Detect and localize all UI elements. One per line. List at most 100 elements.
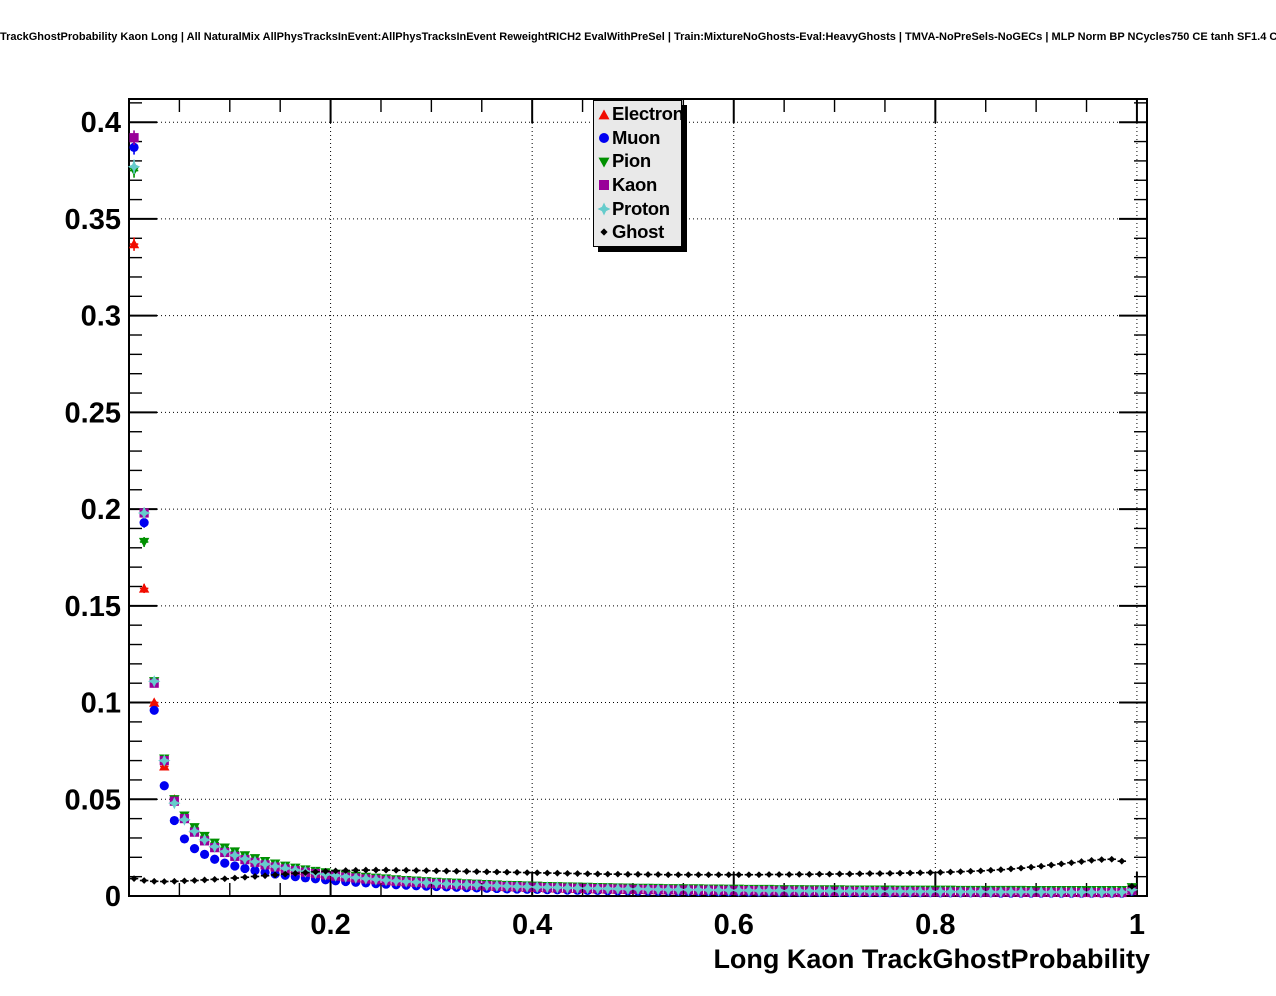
data-point-marker (189, 844, 200, 854)
data-point-marker (531, 880, 544, 894)
data-point-marker (372, 866, 380, 874)
data-point-marker (853, 884, 866, 898)
data-point-marker (782, 884, 796, 897)
data-point-marker (433, 867, 440, 875)
data-point-marker (553, 869, 561, 877)
data-point-marker (369, 873, 383, 886)
legend-label: Muon (612, 126, 661, 148)
data-point-marker (745, 871, 753, 879)
data-point-marker (422, 867, 430, 875)
data-point-marker (571, 881, 584, 895)
data-point-marker (513, 868, 521, 876)
data-point-marker (631, 882, 645, 896)
data-point-marker (924, 885, 937, 898)
data-point-marker (1095, 885, 1108, 899)
data-point-marker (533, 869, 541, 877)
data-point-marker (139, 518, 149, 528)
data-point-marker (541, 881, 554, 894)
data-point-marker (281, 870, 289, 878)
data-point-marker (220, 858, 230, 868)
data-point-marker (463, 868, 471, 875)
data-point-marker (725, 871, 733, 879)
axis-ticks (129, 99, 1147, 896)
data-point-marker (836, 870, 843, 878)
data-point-marker (914, 885, 927, 898)
data-point-marker (160, 878, 168, 885)
data-point-marker (238, 852, 252, 866)
data-point-marker (159, 781, 169, 791)
data-point-marker (322, 867, 329, 875)
data-point-marker (742, 884, 756, 897)
data-point-marker (795, 870, 803, 878)
y-tick-label: 0.05 (65, 784, 121, 816)
data-point-marker (1105, 885, 1118, 899)
x-tick-label: 0.6 (714, 909, 754, 941)
legend-label: Ghost (612, 221, 664, 243)
data-point-marker (702, 883, 715, 897)
data-point-marker (805, 870, 813, 878)
data-point-marker (342, 867, 350, 874)
data-point-marker (1014, 885, 1028, 899)
electron-triangle-up-icon (598, 109, 610, 119)
data-point-marker (352, 866, 360, 874)
ghost-diamond-icon (600, 228, 608, 236)
data-point-marker (695, 871, 702, 879)
data-point-marker (130, 875, 138, 882)
pion-triangle-down-icon (598, 157, 610, 168)
data-point-marker (503, 868, 511, 876)
data-point-marker (443, 867, 450, 875)
data-point-marker (604, 870, 612, 878)
data-point-marker (624, 870, 632, 878)
y-tick-label: 0 (105, 881, 121, 913)
data-point-marker (147, 675, 161, 688)
data-point-marker (732, 884, 745, 897)
data-point-marker (1034, 885, 1048, 899)
data-point-marker (813, 884, 826, 898)
kaon-square-icon (599, 180, 609, 191)
data-point-marker (127, 160, 141, 173)
data-point-marker (886, 869, 894, 877)
data-point-marker (399, 875, 413, 888)
data-point-marker (128, 238, 140, 249)
data-point-marker (199, 849, 210, 860)
data-point-marker (248, 855, 262, 868)
data-point-marker (191, 877, 198, 884)
data-point-marker (1045, 885, 1058, 899)
data-point-marker (1017, 864, 1025, 872)
y-tick-label: 0.35 (65, 204, 121, 236)
data-point-marker (271, 871, 279, 879)
series-ghost (129, 855, 1137, 890)
data-point-marker (987, 866, 995, 874)
data-point-marker (402, 866, 410, 874)
data-point-marker (614, 870, 622, 878)
data-point-marker (332, 867, 340, 875)
data-point-marker (601, 882, 614, 895)
data-point-marker (863, 885, 877, 898)
data-point-marker (170, 877, 178, 885)
data-point-marker (543, 869, 551, 877)
series-electron (128, 237, 1138, 897)
data-point-marker (684, 871, 692, 879)
data-point-marker (564, 869, 571, 877)
x-tick-label: 0.8 (915, 909, 955, 941)
grid-layer (129, 99, 1147, 896)
data-point-marker (755, 871, 763, 879)
data-point-marker (148, 697, 160, 707)
data-point-marker (664, 871, 672, 879)
data-point-marker (1108, 855, 1116, 863)
data-point-marker (715, 871, 723, 879)
data-point-marker (412, 867, 420, 874)
data-point-marker (735, 871, 743, 879)
data-point-marker (339, 870, 352, 883)
data-point-marker (722, 883, 735, 897)
data-point-marker (1068, 859, 1075, 867)
data-point-marker (1118, 857, 1126, 865)
legend-item-pion: Pion (596, 151, 681, 173)
data-point-marker (682, 883, 695, 897)
data-point-marker (359, 872, 373, 885)
data-point-marker (772, 884, 786, 897)
data-point-marker (957, 868, 964, 876)
x-tick-label: 0.2 (310, 909, 350, 941)
data-point-marker (977, 867, 985, 875)
